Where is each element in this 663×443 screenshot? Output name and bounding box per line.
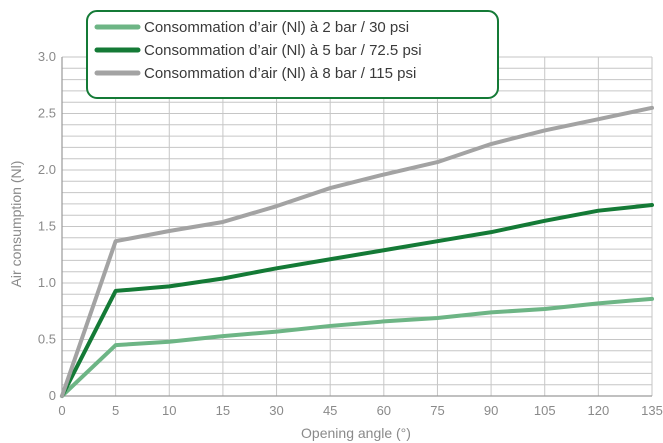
y-tick-label: 1.5	[38, 219, 56, 234]
x-tick-label: 0	[58, 403, 65, 418]
chart-axes	[61, 57, 652, 397]
x-tick-label: 45	[323, 403, 337, 418]
y-tick-label: 0	[49, 388, 56, 403]
series-lines	[60, 105, 654, 398]
x-tick-labels: 0 5 10 15 30 45 60 75 90 105 120 135	[58, 403, 662, 418]
y-tick-label: 2.0	[38, 162, 56, 177]
series-line-2	[60, 203, 654, 398]
y-tick-label: 1.0	[38, 275, 56, 290]
legend-box	[86, 10, 499, 99]
legend-label-2: Consommation d’air (Nl) à 5 bar / 72.5 p…	[144, 42, 422, 59]
x-tick-label: 90	[484, 403, 498, 418]
x-tick-label: 75	[430, 403, 444, 418]
y-axis-title: Air consumption (Nl)	[8, 161, 24, 288]
y-tick-label: 0.5	[38, 332, 56, 347]
y-tick-labels: 0 0.5 1.0 1.5 2.0 2.5 3.0	[38, 49, 56, 403]
x-tick-label: 30	[269, 403, 283, 418]
y-tick-label: 3.0	[38, 49, 56, 64]
legend-label-3: Consommation d’air (Nl) à 8 bar / 115 ps…	[144, 65, 416, 82]
grid-lines	[61, 56, 653, 397]
x-tick-label: 135	[641, 403, 663, 418]
x-axis-title: Opening angle (°)	[301, 425, 411, 441]
x-tick-label: 15	[216, 403, 230, 418]
y-tick-label: 2.5	[38, 106, 56, 121]
x-tick-label: 10	[162, 403, 176, 418]
series-line-1	[60, 296, 654, 398]
x-tick-label: 60	[377, 403, 391, 418]
series-line-3	[60, 105, 654, 398]
x-tick-label: 5	[112, 403, 119, 418]
legend-label-1: Consommation d’air (Nl) à 2 bar / 30 psi	[144, 19, 409, 36]
x-tick-label: 105	[534, 403, 556, 418]
legend: Consommation d’air (Nl) à 2 bar / 30 psi…	[86, 10, 499, 99]
x-tick-label: 120	[588, 403, 610, 418]
